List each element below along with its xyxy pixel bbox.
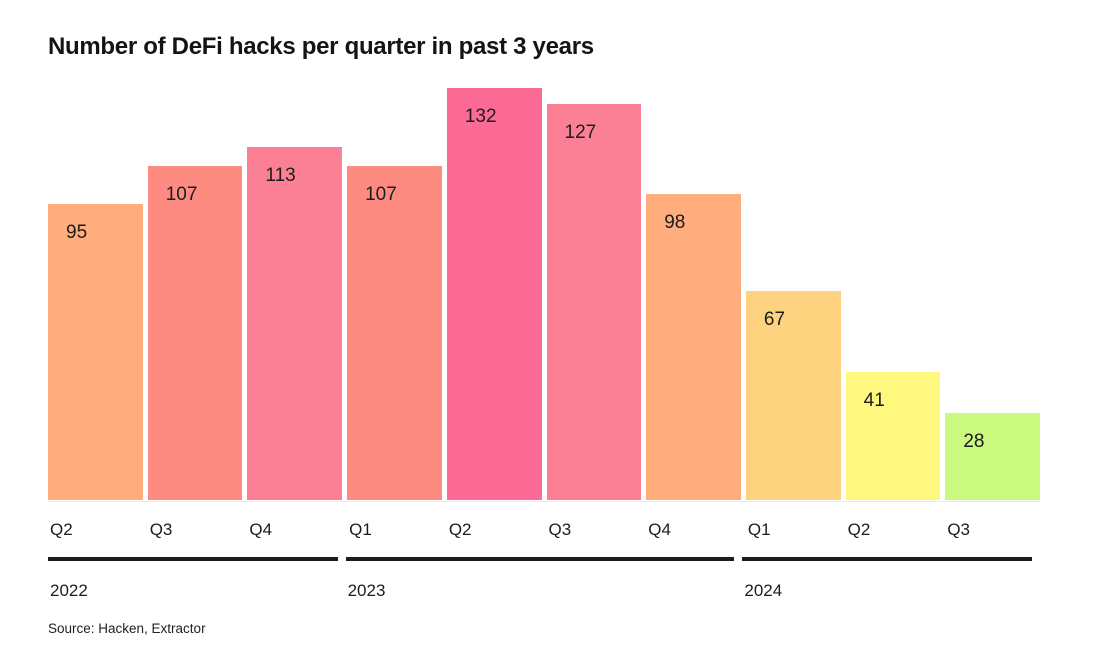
year-axis: [48, 557, 1040, 561]
year-label: 2023: [347, 581, 386, 600]
bar: 28: [945, 412, 1041, 500]
year-label: 2024: [744, 581, 783, 600]
bar: 107: [147, 166, 243, 500]
bar-value-label: 107: [165, 184, 198, 206]
bar: 41: [845, 372, 941, 500]
bar-value-label: 67: [763, 308, 786, 330]
bar-value-label: 41: [863, 390, 885, 412]
year-axis-line: [742, 557, 1032, 561]
bar: 67: [745, 290, 841, 500]
quarter-tick-label: Q2: [448, 520, 472, 539]
year-axis-line: [345, 557, 735, 561]
chart-title: Number of DeFi hacks per quarter in past…: [48, 33, 594, 60]
year-label: 2022: [50, 581, 88, 600]
year-axis-line: [48, 557, 338, 561]
bar-value-label: 95: [66, 221, 88, 243]
quarter-tick-label: Q4: [648, 520, 671, 539]
bar-value-label: 98: [664, 212, 686, 234]
quarter-tick-row: Q2 Q3 Q4 Q1 Q2 Q3 Q4 Q1 Q2 Q3: [48, 520, 1040, 540]
quarter-tick-label: Q1: [349, 520, 372, 539]
x-axis-baseline: [48, 501, 1040, 502]
bar: 95: [48, 203, 143, 500]
source-note: Source: Hacken, Extractor: [48, 621, 206, 636]
bar-value-label: 107: [365, 184, 397, 206]
bar-plot-area: 95 107 113 107 132 127 98 67 41 28: [48, 88, 1041, 500]
quarter-tick-label: Q3: [947, 520, 971, 539]
bar: 98: [646, 194, 741, 500]
quarter-tick-label: Q1: [747, 520, 771, 539]
bar: 132: [446, 88, 542, 500]
bar-value-label: 28: [963, 430, 985, 452]
bar-value-label: 132: [464, 106, 497, 127]
quarter-tick-label: Q3: [149, 520, 173, 539]
quarter-tick-label: Q2: [50, 520, 73, 539]
bar: 127: [546, 103, 642, 500]
bar: 107: [347, 166, 442, 500]
quarter-tick-label: Q4: [249, 520, 273, 539]
quarter-tick-label: Q2: [847, 520, 871, 539]
bar-value-label: 127: [564, 121, 597, 143]
bar: 113: [247, 147, 343, 500]
quarter-tick-label: Q3: [548, 520, 572, 539]
year-label-row: 2022 2023 2024: [48, 581, 1040, 603]
bar-value-label: 113: [265, 165, 296, 187]
